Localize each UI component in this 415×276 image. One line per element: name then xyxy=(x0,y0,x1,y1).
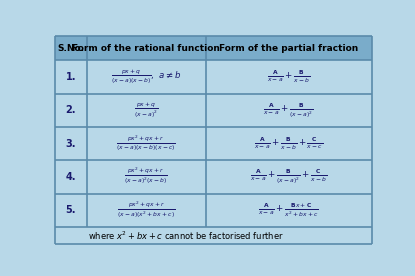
Text: $\frac{px^{2}+qx+r}{(x-a)(x^{2}+bx+c)}$: $\frac{px^{2}+qx+r}{(x-a)(x^{2}+bx+c)}$ xyxy=(117,200,176,221)
Text: $\frac{px^{2}+qx+r}{(x-a)(x-b)(x-c)}$: $\frac{px^{2}+qx+r}{(x-a)(x-b)(x-c)}$ xyxy=(116,134,176,154)
Text: $\frac{px+q}{(x-a)(x-b)},\ a\neq b$: $\frac{px+q}{(x-a)(x-b)},\ a\neq b$ xyxy=(111,68,181,86)
Text: $\frac{\mathbf{A}}{x-a}+\frac{\mathbf{B}}{x-b}$: $\frac{\mathbf{A}}{x-a}+\frac{\mathbf{B}… xyxy=(267,69,310,85)
Text: $\frac{\mathbf{A}}{x-a}+\frac{\mathbf{B}x+\mathbf{C}}{x^{2}+bx+c}$: $\frac{\mathbf{A}}{x-a}+\frac{\mathbf{B}… xyxy=(259,201,319,219)
Text: 5.: 5. xyxy=(66,205,76,215)
Text: $\frac{\mathbf{A}}{x-a}+\frac{\mathbf{B}}{x-b}+\frac{\mathbf{C}}{x-c}$: $\frac{\mathbf{A}}{x-a}+\frac{\mathbf{B}… xyxy=(254,135,323,152)
Text: $\frac{\mathbf{A}}{x-a}+\frac{\mathbf{B}}{(x-a)^{2}}+\frac{\mathbf{C}}{x-b}$: $\frac{\mathbf{A}}{x-a}+\frac{\mathbf{B}… xyxy=(250,168,327,186)
Bar xyxy=(55,36,372,60)
Text: 1.: 1. xyxy=(66,72,76,82)
Text: S.No.: S.No. xyxy=(57,44,84,53)
Text: 2.: 2. xyxy=(66,105,76,115)
Text: Form of the rational function: Form of the rational function xyxy=(72,44,220,53)
Text: 3.: 3. xyxy=(66,139,76,148)
Text: $\frac{\mathbf{A}}{x-a}+\frac{\mathbf{B}}{(x-a)^{2}}$: $\frac{\mathbf{A}}{x-a}+\frac{\mathbf{B}… xyxy=(264,101,314,120)
Text: where $x^2+bx+c$ cannot be factorised further: where $x^2+bx+c$ cannot be factorised fu… xyxy=(88,229,284,242)
Text: 4.: 4. xyxy=(66,172,76,182)
Text: $\frac{px^{2}+qx+r}{(x-a)^{2}(x-b)}$: $\frac{px^{2}+qx+r}{(x-a)^{2}(x-b)}$ xyxy=(124,166,168,187)
Text: $\frac{px+q}{(x-a)^{2}}$: $\frac{px+q}{(x-a)^{2}}$ xyxy=(134,100,159,120)
Text: Form of the partial fraction: Form of the partial fraction xyxy=(219,44,359,53)
